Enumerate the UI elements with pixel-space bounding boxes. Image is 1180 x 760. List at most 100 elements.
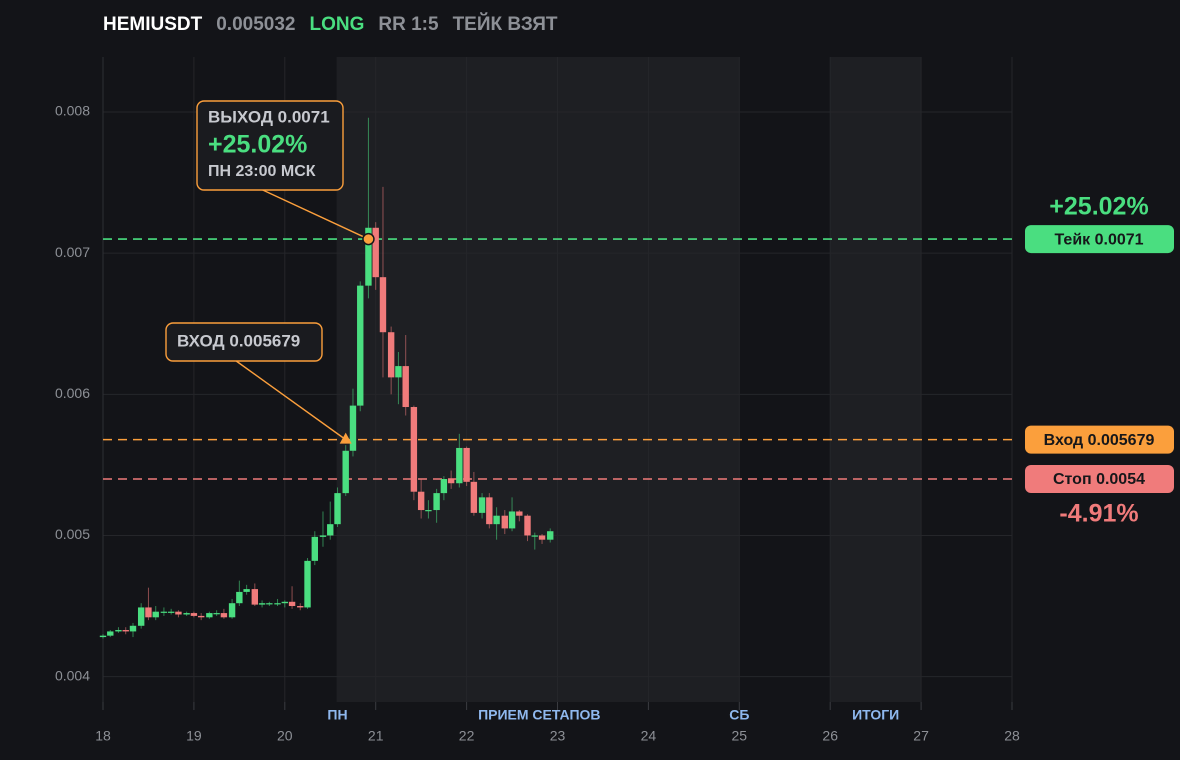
candle-body — [379, 277, 387, 333]
candle-body — [440, 479, 448, 494]
candle-body — [206, 613, 213, 618]
candle-body — [243, 589, 250, 592]
candle-body — [372, 227, 379, 278]
candle-body — [547, 531, 554, 540]
candle-body — [447, 479, 455, 484]
session-label: СБ — [729, 707, 749, 723]
candle-body — [410, 407, 418, 492]
level-badge — [1025, 465, 1174, 494]
callout-line — [235, 360, 347, 441]
candle-body — [538, 535, 546, 540]
session-label: ПРИЕМ СЕТАПОВ — [478, 707, 600, 723]
x-tick-label: 19 — [186, 728, 202, 744]
candle-body — [395, 366, 402, 378]
candle-body — [107, 631, 114, 636]
candle-body — [220, 613, 228, 618]
callout-text: +25.02% — [208, 131, 307, 159]
candle-body — [349, 405, 357, 451]
candle-body — [456, 447, 463, 484]
x-tick-label: 26 — [822, 728, 838, 744]
callout-text: ВЫХОД 0.0071 — [208, 107, 330, 126]
candle-body — [115, 630, 122, 632]
candle-body — [297, 606, 304, 608]
y-tick-label: 0.006 — [55, 385, 90, 401]
candle-body — [197, 615, 205, 618]
candle-body — [266, 603, 273, 605]
candle-body — [281, 601, 288, 604]
candle-body — [531, 535, 538, 537]
x-tick-label: 21 — [368, 728, 384, 744]
candle-body — [160, 611, 168, 613]
candle-body — [122, 630, 129, 632]
x-tick-label: 23 — [550, 728, 566, 744]
session-label: ИТОГИ — [852, 707, 899, 723]
callout-line — [262, 189, 369, 240]
y-tick-label: 0.007 — [55, 244, 90, 260]
candle-body — [327, 524, 334, 536]
candle-body — [501, 515, 508, 529]
candle-body — [425, 510, 432, 512]
candle-body — [213, 613, 220, 615]
candle-body — [508, 511, 516, 529]
header: HEMIUSDT 0.005032 LONG RR 1:5 ТЕЙК ВЗЯТ — [103, 14, 558, 36]
candle-body — [152, 611, 159, 618]
candle-body — [433, 493, 440, 511]
candle-body — [304, 560, 311, 608]
candle-body — [342, 450, 349, 494]
candle-body — [470, 481, 478, 513]
level-change: +25.02% — [1049, 193, 1148, 221]
candle-body — [417, 491, 425, 511]
callout-box — [165, 322, 323, 362]
candle-body — [190, 613, 198, 616]
candle-body — [365, 227, 372, 286]
callout-text: ПН 23:00 МСК — [208, 163, 316, 180]
candle-body — [175, 611, 182, 615]
candle-body — [402, 366, 409, 408]
candle-body — [167, 611, 175, 613]
symbol: HEMIUSDT — [103, 14, 203, 35]
candle-body — [251, 589, 259, 605]
risk-reward: RR 1:5 — [378, 14, 439, 35]
candle-body — [288, 601, 296, 607]
candle-body — [319, 535, 327, 537]
candle-body — [357, 285, 364, 406]
candle-body — [478, 497, 486, 513]
candle-body — [228, 603, 236, 618]
x-tick-label: 27 — [913, 728, 929, 744]
y-tick-label: 0.008 — [55, 103, 90, 119]
candle-body — [486, 497, 493, 525]
y-tick-label: 0.004 — [55, 667, 90, 683]
level-change: -4.91% — [1059, 500, 1138, 528]
status: ТЕЙК ВЗЯТ — [452, 14, 558, 35]
candle-body — [183, 613, 190, 615]
candle-body — [258, 603, 266, 605]
candle-body — [387, 332, 395, 378]
candle-body — [274, 603, 281, 605]
candle-body — [99, 635, 107, 638]
level-badge — [1025, 425, 1174, 454]
entry-marker — [339, 432, 352, 444]
level-badge — [1025, 225, 1174, 254]
candle-body — [311, 536, 318, 561]
session-region — [336, 57, 740, 702]
candle-body — [236, 591, 243, 604]
candle-body — [129, 625, 137, 632]
candle-body — [524, 515, 531, 536]
level-label: Тейк 0.0071 — [1054, 231, 1143, 248]
y-tick-label: 0.005 — [55, 526, 90, 542]
x-tick-label: 18 — [95, 728, 111, 744]
x-tick-label: 20 — [277, 728, 293, 744]
candle-body — [493, 515, 500, 525]
candle-body — [463, 447, 470, 482]
callout-text: ВХОД 0.005679 — [177, 331, 300, 350]
session-region — [830, 57, 922, 702]
candle-body — [516, 511, 523, 516]
price: 0.005032 — [216, 14, 296, 35]
x-tick-label: 24 — [641, 728, 657, 744]
x-tick-label: 25 — [732, 728, 748, 744]
candle-body — [145, 607, 152, 618]
exit-marker — [362, 232, 375, 246]
side: LONG — [309, 14, 365, 35]
